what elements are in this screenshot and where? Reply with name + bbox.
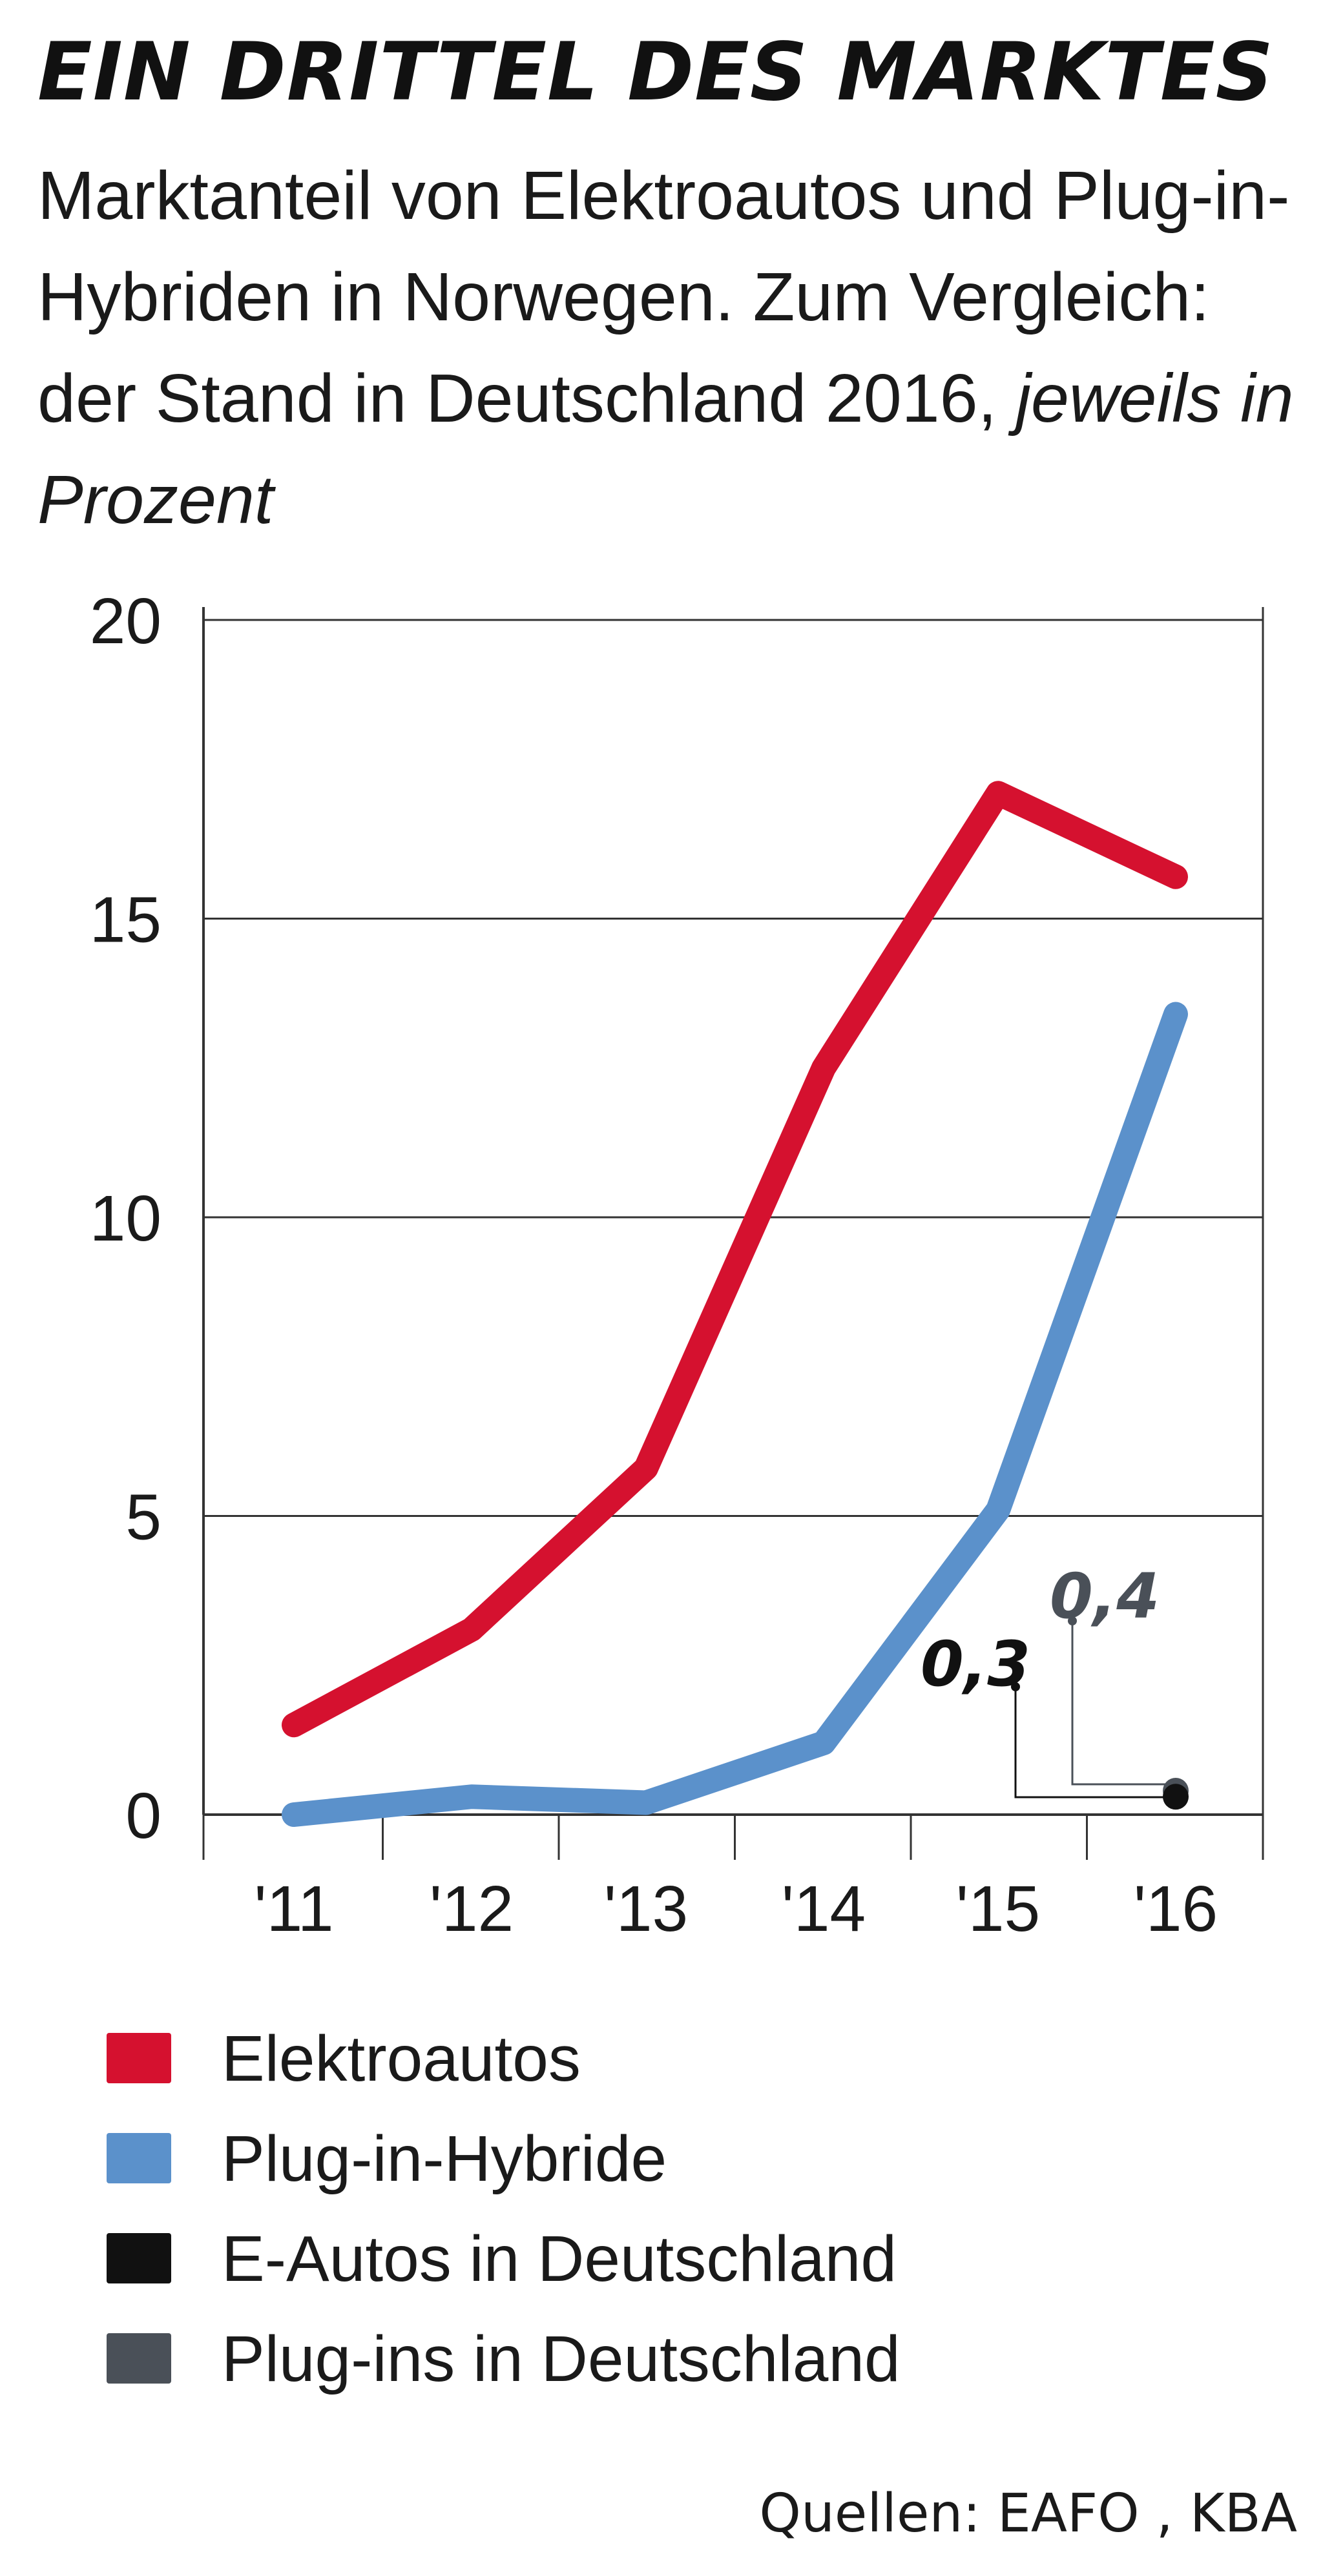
- data-series: [282, 781, 1188, 1827]
- x-tick-labels: '11 '12 '13 '14 '15 '16: [255, 1873, 1218, 1937]
- line-chart: 0 5 10 15 20 '11 '12 '13 '14 '15 '16 0,3 0,4: [90, 585, 1264, 1937]
- y-tick-label-15: 15: [90, 884, 161, 956]
- grid-lines: [203, 619, 1263, 1517]
- chart-subtitle: Marktanteil von Elektroautos und Plug-in…: [37, 145, 1304, 551]
- y-tick-label-5: 5: [125, 1481, 161, 1554]
- source-note: Quellen: EAFO , KBA: [759, 2483, 1297, 2544]
- legend-label: Plug-ins in Deutschland: [222, 2323, 901, 2395]
- leader-dot-plug-ins-deutschland: [1068, 1616, 1077, 1625]
- x-tick-label-3: '14: [782, 1873, 866, 1937]
- leader-dot-e-autos-deutschland: [1011, 1682, 1020, 1691]
- y-tick-label-10: 10: [90, 1182, 161, 1255]
- x-tick-label-5: '16: [1134, 1873, 1218, 1937]
- legend-swatch: [107, 2133, 171, 2183]
- legend-label: Plug-in-Hybride: [222, 2123, 667, 2195]
- y-tick-label-20: 20: [90, 585, 161, 657]
- series-line-plug-in-hybride: [282, 1002, 1188, 1827]
- leader-line-e-autos-deutschland: [1014, 1687, 1166, 1798]
- legend-label: Elektroautos: [222, 2023, 581, 2095]
- x-tick-label-2: '13: [604, 1873, 688, 1937]
- subtitle-text: Marktanteil von Elektroautos und Plug-in…: [37, 158, 1290, 437]
- y-tick-labels: 0 5 10 15 20: [90, 585, 161, 1852]
- chart-title: EIN DRITTEL DES MARKTES: [37, 26, 1274, 119]
- point-e-autos-deutschland: [1163, 1784, 1189, 1810]
- label-e-autos-deutschland: 0,3: [921, 1628, 1030, 1700]
- leader-line-plug-ins-deutschland: [1071, 1621, 1166, 1786]
- legend-swatch: [107, 2033, 171, 2083]
- legend-swatch: [107, 2233, 171, 2283]
- x-tick-label-1: '12: [430, 1873, 514, 1937]
- legend-label: E-Autos in Deutschland: [222, 2223, 897, 2295]
- label-plug-ins-deutschland: 0,4: [1050, 1560, 1160, 1633]
- annotations: 0,3 0,4: [921, 1560, 1189, 1810]
- series-line-elektroautos: [282, 781, 1188, 1738]
- x-tick-label-0: '11: [255, 1873, 334, 1937]
- x-tick-label-4: '15: [956, 1873, 1040, 1937]
- subtitle-unit-note: jeweils in Prozent: [37, 360, 1294, 538]
- y-tick-label-0: 0: [125, 1780, 161, 1852]
- legend-swatch: [107, 2333, 171, 2384]
